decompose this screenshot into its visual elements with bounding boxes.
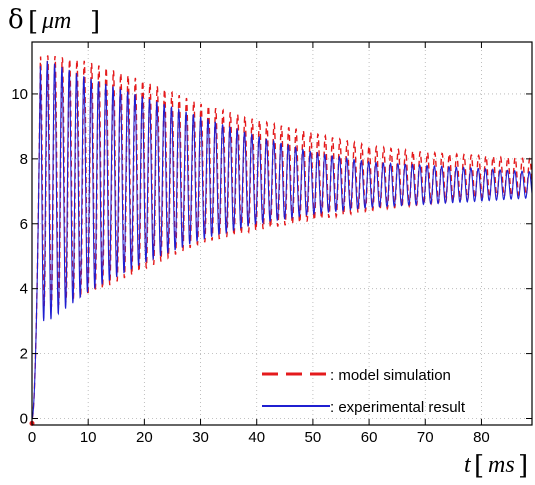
y-tick-label: 10: [11, 86, 28, 103]
y-axis-label-unit: μm: [41, 8, 71, 34]
x-tick-label: 40: [248, 429, 265, 446]
x-axis-label-open: [: [474, 451, 484, 481]
y-tick-label: 2: [20, 346, 28, 363]
x-tick-label: 80: [473, 429, 490, 446]
tick-marks: [31, 42, 532, 425]
x-axis-label-close: ]: [518, 451, 528, 481]
tick-labels: 0 10 20 30 40 50 60 70 80 0 2 4 6 8 10: [11, 86, 489, 446]
legend: : model simulation : experimental result: [262, 367, 466, 416]
y-tick-label: 8: [20, 151, 28, 168]
x-axis-label-unit: ms: [488, 452, 515, 478]
x-tick-label: 50: [305, 429, 322, 446]
y-axis-label: δ [ μm ]: [8, 5, 100, 37]
x-tick-label: 20: [136, 429, 153, 446]
y-axis-label-var: δ: [8, 5, 24, 35]
legend-label-model-simulation: : model simulation: [330, 367, 451, 384]
x-tick-label: 60: [361, 429, 378, 446]
x-tick-label: 0: [28, 429, 36, 446]
x-axis-label: t [ ms ]: [464, 451, 528, 481]
x-tick-label: 10: [80, 429, 97, 446]
x-axis-label-var: t: [464, 452, 472, 478]
y-axis-label-close: ]: [90, 7, 100, 37]
y-tick-label: 0: [20, 411, 28, 428]
legend-label-experimental-result: : experimental result: [330, 399, 466, 416]
y-tick-label: 6: [20, 216, 28, 233]
series-line-experimental-result: [31, 60, 533, 419]
x-tick-label: 30: [192, 429, 209, 446]
y-axis-label-open: [: [28, 7, 38, 37]
plot-frame: [31, 41, 533, 426]
x-tick-label: 70: [417, 429, 434, 446]
y-tick-label: 4: [20, 281, 28, 298]
